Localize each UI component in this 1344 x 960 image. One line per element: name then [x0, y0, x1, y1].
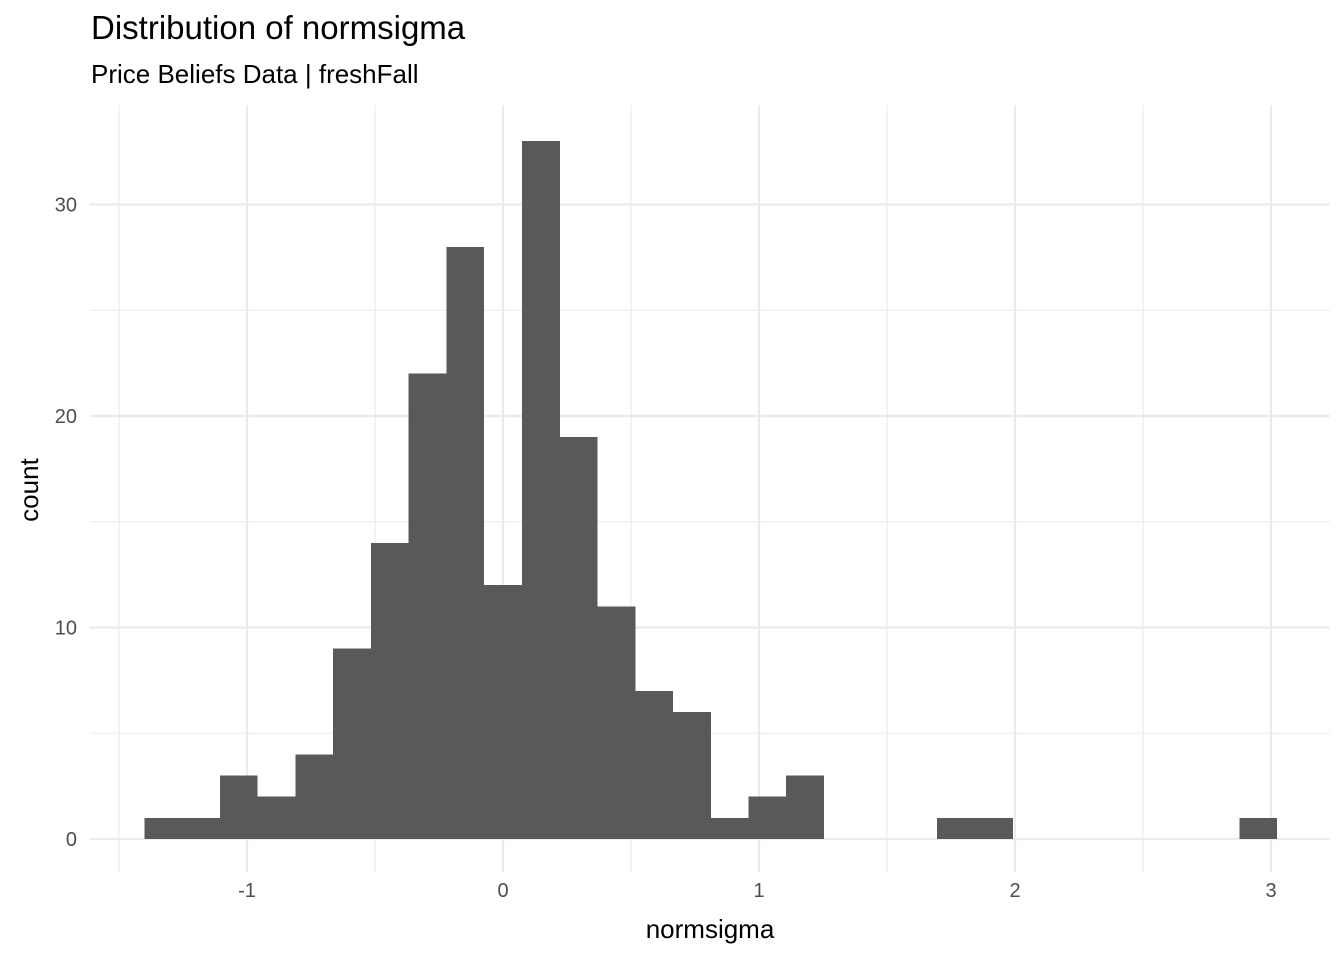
- chart-subtitle: Price Beliefs Data | freshFall: [91, 59, 419, 89]
- y-tick-label: 20: [55, 406, 77, 428]
- histogram-bar: [975, 817, 1013, 839]
- y-tick-label: 10: [55, 618, 77, 640]
- histogram-bar: [333, 648, 371, 839]
- x-axis-title: normsigma: [646, 914, 775, 944]
- histogram-bar: [370, 542, 409, 839]
- grid-major: [90, 105, 1330, 872]
- histogram-bar: [748, 796, 787, 839]
- histogram-bar: [484, 585, 522, 839]
- histogram-bar: [673, 712, 711, 839]
- histogram-bar: [257, 796, 296, 839]
- x-tick-label: 1: [753, 880, 764, 902]
- histogram-bar: [144, 817, 183, 839]
- x-tick-label: -1: [238, 880, 256, 902]
- chart-title: Distribution of normsigma: [91, 9, 466, 46]
- histogram-bar: [446, 246, 485, 840]
- histogram-bar: [182, 817, 220, 839]
- x-tick-label: 3: [1265, 880, 1276, 902]
- histogram-bar: [597, 606, 636, 839]
- histogram-bar: [219, 775, 258, 839]
- y-tick-labels: 0 10 20 30: [55, 195, 77, 852]
- x-tick-label: 0: [497, 880, 508, 902]
- histogram-bar: [1239, 817, 1278, 839]
- histogram-bar: [559, 437, 598, 839]
- histogram-bar: [635, 690, 673, 839]
- x-tick-labels: -1 0 1 2 3: [238, 880, 1276, 902]
- y-tick-label: 0: [66, 829, 77, 851]
- grid-minor: [90, 105, 1330, 872]
- histogram-bars: [144, 141, 1278, 840]
- histogram-bar: [710, 817, 749, 839]
- histogram-bar: [295, 754, 334, 839]
- histogram-bar: [937, 817, 975, 839]
- x-tick-label: 2: [1009, 880, 1020, 902]
- y-axis-title: count: [14, 457, 44, 521]
- histogram-bar: [522, 141, 560, 840]
- y-tick-label: 30: [55, 195, 77, 217]
- histogram-bar: [408, 373, 447, 839]
- histogram-bar: [786, 775, 824, 839]
